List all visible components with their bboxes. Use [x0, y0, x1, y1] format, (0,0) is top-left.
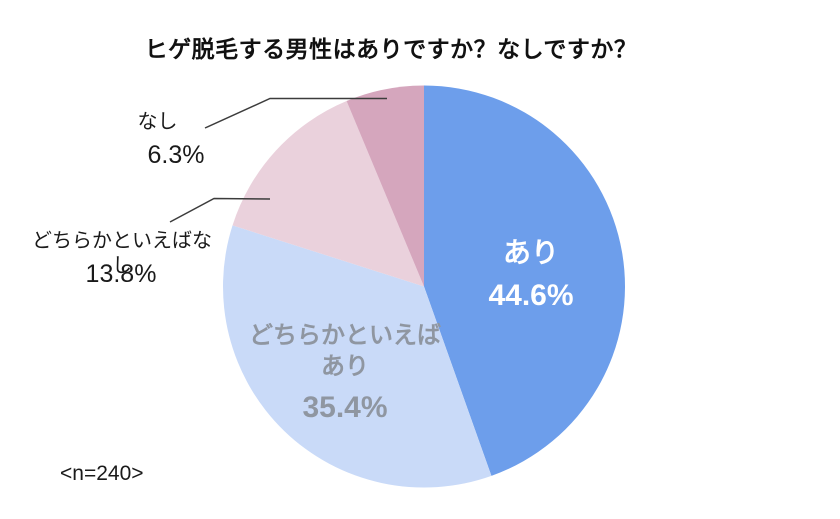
- leader-line-dochiraka-nashi: [169, 197, 271, 223]
- pie-slice-3: [232, 101, 424, 287]
- pie-slice-1: [424, 85, 625, 476]
- slice-label-block-dochiraka-ari: どちらかといえばあり 35.4%: [245, 320, 445, 425]
- slice-label-nashi: なし: [137, 111, 178, 133]
- slice-pct-dochiraka-ari: 35.4%: [302, 391, 388, 425]
- slice-label-block-ari: あり 44.6%: [431, 236, 631, 313]
- leader-line-nashi: [204, 97, 387, 129]
- slice-label-dochiraka-nashi: どちらかといえばなし: [32, 230, 212, 277]
- pie-slices-group: [223, 85, 625, 488]
- sample-size-note: <n=240>: [60, 462, 144, 485]
- slice-label-ari: あり: [502, 237, 559, 268]
- slice-pct-nashi: 6.3%: [147, 141, 205, 169]
- chart-title: ヒゲ脱毛する男性はありですか？なしですか？: [144, 36, 638, 62]
- pie-slice-4: [346, 85, 424, 287]
- pie-slice-2: [223, 225, 492, 488]
- slice-pct-dochiraka-nashi: 13.8%: [85, 260, 157, 288]
- slice-pct-ari: 44.6%: [488, 278, 574, 312]
- slice-label-dochiraka-ari: どちらかといえばあり: [249, 322, 441, 381]
